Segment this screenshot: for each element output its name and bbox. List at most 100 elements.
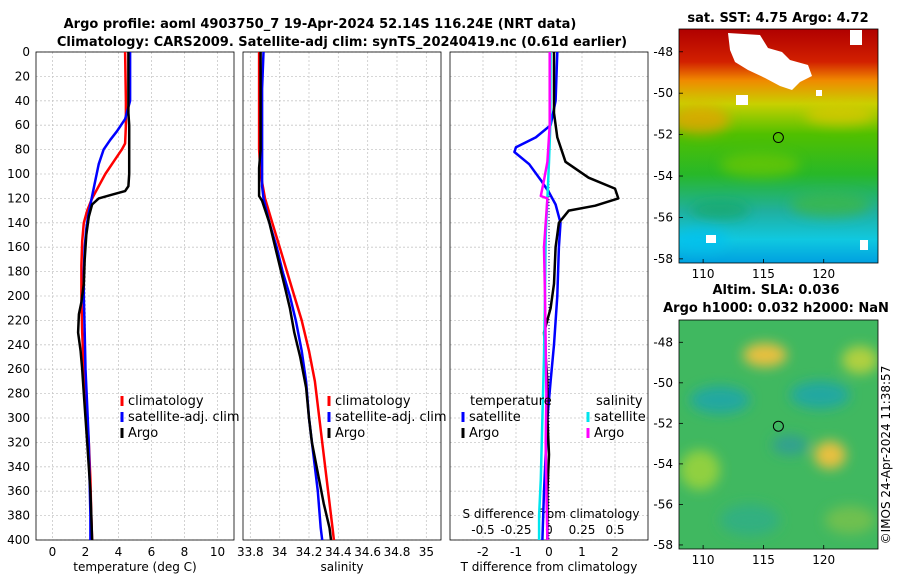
sst-map-title: sat. SST: 4.75 Argo: 4.72 (687, 11, 868, 26)
map-x-tick-label: 120 (812, 553, 835, 567)
series-line-argo (257, 52, 333, 541)
sla-low-anomaly (790, 381, 850, 409)
sst-cloud-gap (860, 240, 868, 250)
y-tick-label: 320 (7, 435, 30, 449)
x-tick-label: 8 (181, 545, 189, 559)
sla-positive-anomaly (680, 450, 720, 490)
series-line-t-satellite (513, 51, 562, 541)
legend-label: satellite-adj. clim (128, 410, 240, 425)
map-y-tick-label: -50 (653, 376, 673, 390)
y-tick-label: 140 (7, 216, 30, 230)
sst-warm-patch (805, 105, 875, 125)
x-tick-label: 10 (210, 545, 225, 559)
y-tick-label: 120 (7, 191, 30, 205)
legend-title: temperature (470, 394, 552, 409)
map-y-tick-label: -54 (653, 457, 673, 471)
argo-position-marker (772, 132, 784, 144)
sst-cloud-gap (850, 30, 862, 45)
x-tick-label: 1 (578, 545, 586, 559)
sla-map-axes: 110 115 120 -48 -50 -52 -54 -56 -58 (653, 335, 835, 567)
salinity-panel: 33.8 34 34.2 34.4 34.6 34.8 35 salinity climatol… (237, 51, 447, 574)
x-tick-label: 0 (49, 545, 57, 559)
plot-frame (242, 51, 442, 541)
sla-map-title-line2: Argo h1000: 0.032 h2000: NaN (663, 301, 889, 316)
sst-green-patch (720, 153, 800, 177)
legend-label: satellite (469, 410, 521, 425)
sla-map-frame (678, 319, 879, 550)
sla-map (679, 320, 878, 549)
y-tick-label: 240 (7, 338, 30, 352)
legend-label: climatology (128, 394, 204, 409)
series-line-climatology (257, 52, 336, 541)
x-tick-label: 33.8 (237, 545, 264, 559)
plot-frame (35, 51, 235, 541)
sst-cloud-gap (728, 33, 812, 90)
y-tick-label: 380 (7, 509, 30, 523)
y-tick-label: 220 (7, 313, 30, 327)
x-tick-label: 2 (82, 545, 90, 559)
sst-cool-patch (690, 200, 750, 220)
y-tick-label: 260 (7, 362, 30, 376)
series-line-satellite-adj-clim (260, 51, 324, 541)
legend-label: Argo (128, 426, 158, 441)
sst-green-patch (790, 193, 870, 217)
x-top-tick-label: 0 (545, 523, 553, 537)
y-tick-label: 360 (7, 484, 30, 498)
y-tick-label: 0 (22, 45, 30, 59)
map-y-tick-label: -52 (653, 416, 673, 430)
x-tick-label: 4 (115, 545, 123, 559)
series-line-s-argo (539, 52, 551, 541)
sst-cloud-gap (816, 90, 822, 96)
map-y-tick-label: -54 (653, 169, 673, 183)
map-y-tick-label: -52 (653, 128, 673, 142)
x-top-tick-label: 0.25 (569, 523, 596, 537)
sla-positive-anomaly (842, 346, 878, 374)
map-y-tick-label: -48 (653, 45, 673, 59)
sla-positive-anomaly (825, 506, 875, 534)
series-line-t-argo (542, 52, 620, 540)
y-tick-label: 280 (7, 387, 30, 401)
y-tick-label: 40 (15, 94, 30, 108)
legend-label: Argo (335, 426, 365, 441)
x-top-axis-label: S difference from climatology (463, 507, 640, 521)
map-x-tick-label: 110 (692, 267, 715, 281)
legend-label: satellite-adj. clim (335, 410, 447, 425)
sst-map (679, 29, 878, 263)
figure-title-line2: Climatology: CARS2009. Satellite-adj cli… (57, 35, 627, 50)
x-tick-label: 34.4 (325, 545, 352, 559)
x-tick-label: 34.2 (296, 545, 323, 559)
map-x-tick-label: 110 (692, 553, 715, 567)
y-tick-label: 300 (7, 411, 30, 425)
y-tick-label: 200 (7, 289, 30, 303)
legend-label: Argo (469, 426, 499, 441)
x-tick-label: -1 (510, 545, 522, 559)
legend-label: Argo (594, 426, 624, 441)
map-y-tick-label: -56 (653, 497, 673, 511)
sst-cloud-gap (706, 235, 716, 243)
y-tick-label: 340 (7, 460, 30, 474)
sla-map-title-line1: Altim. SLA: 0.036 (713, 283, 840, 298)
legend-label: climatology (335, 394, 411, 409)
map-x-tick-label: 115 (752, 267, 775, 281)
map-y-tick-label: -58 (653, 538, 673, 552)
x-top-tick-label: -0.25 (500, 523, 531, 537)
x-tick-label: -2 (477, 545, 489, 559)
y-tick-label: 160 (7, 240, 30, 254)
legend-title: salinity (596, 394, 643, 409)
figure-title-line1: Argo profile: aoml 4903750_7 19-Apr-2024… (64, 17, 577, 32)
map-y-tick-label: -58 (653, 252, 673, 266)
sst-map-frame (678, 28, 879, 264)
y-tick-label: 20 (15, 69, 30, 83)
series-line-argo (76, 52, 131, 541)
x-tick-label: 34.8 (384, 545, 411, 559)
x-axis-label: salinity (320, 560, 363, 574)
sla-high-anomaly (743, 343, 787, 367)
legend-label: satellite (594, 410, 646, 425)
sla-low-anomaly (690, 386, 750, 414)
x-top-tick-label: 0.5 (605, 523, 624, 537)
sst-cold-patch (679, 228, 728, 252)
imos-credit: ©IMOS 24-Apr-2024 11:38:57 (879, 366, 893, 545)
argo-position-marker (772, 420, 784, 432)
x-tick-label: 6 (148, 545, 156, 559)
